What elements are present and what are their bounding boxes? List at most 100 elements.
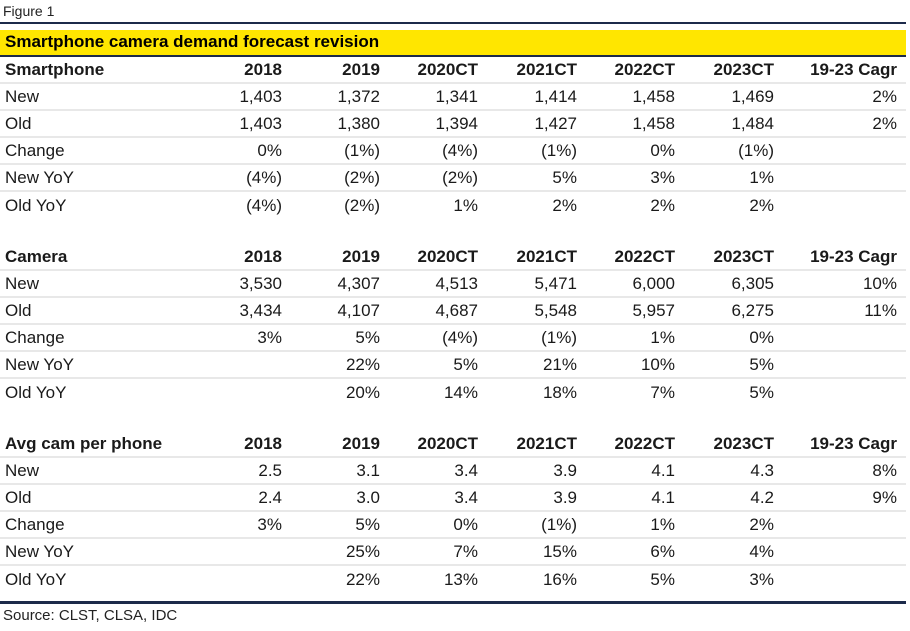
cell-col-cagr: 2% <box>872 86 897 106</box>
cell-col-2022ct: 1% <box>650 327 675 347</box>
cell-col-2021ct: (1%) <box>541 514 577 534</box>
header-col-2019: 2019 <box>342 433 380 453</box>
cell-col-2019: 1,372 <box>337 86 380 106</box>
cell-col-cagr: 10% <box>862 273 897 293</box>
cell-col-2020ct: 3.4 <box>454 487 478 507</box>
cell-col-2021ct: 1,414 <box>534 86 577 106</box>
section-gap <box>0 406 906 431</box>
cell-col-2022ct: 5% <box>650 569 675 589</box>
cell-col-2019: 20% <box>345 382 380 402</box>
cell-col-2020ct: 1% <box>453 195 478 215</box>
section-header-row: Camera 2018 2019 2020CT 2021CT 2022CT 2023CT 19… <box>0 244 906 271</box>
cell-col-2022ct: 2% <box>650 195 675 215</box>
cell-col-2021ct: 15% <box>542 541 577 561</box>
cell-col-2020ct: 5% <box>453 354 478 374</box>
cell-col-2020ct: 4,687 <box>435 300 478 320</box>
table-row: New YoY (4%) (2%) (2%) 5% 3% 1% <box>0 165 906 192</box>
cell-col-2021ct: 5,548 <box>534 300 577 320</box>
cell-col-2020ct: 4,513 <box>435 273 478 293</box>
cell-col-2023ct: 4.2 <box>750 487 774 507</box>
header-col-2020ct: 2020CT <box>417 246 478 266</box>
cell-col-2023ct: 6,275 <box>731 300 774 320</box>
cell-col-2018: 3,530 <box>239 273 282 293</box>
cell-col-cagr: 11% <box>864 300 897 320</box>
cell-col-2019: 5% <box>355 514 380 534</box>
cell-col-2018: 2.5 <box>258 460 282 480</box>
header-col-cagr: 19-23 Cagr <box>810 246 897 266</box>
cell-col-2023ct: 2% <box>749 514 774 534</box>
table-row: Old YoY 22% 13% 16% 5% 3% <box>0 566 906 593</box>
cell-col-2022ct: 1,458 <box>632 86 675 106</box>
cell-col-2021ct: 5% <box>552 167 577 187</box>
header-row-label: Camera <box>5 246 68 266</box>
cell-col-cagr: 8% <box>872 460 897 480</box>
table-row: Old 2.4 3.0 3.4 3.9 4.1 4.2 9% <box>0 485 906 512</box>
top-rule <box>0 22 906 24</box>
cell-col-2023ct: 4.3 <box>750 460 774 480</box>
table-row: Change 3% 5% 0% (1%) 1% 2% <box>0 512 906 539</box>
title-bar: Smartphone camera demand forecast revisi… <box>0 30 906 55</box>
cell-col-2019: 3.0 <box>356 487 380 507</box>
cell-row-label: Change <box>5 140 65 160</box>
cell-row-label: Change <box>5 514 65 534</box>
cell-row-label: New <box>5 86 40 106</box>
cell-row-label: Old <box>5 300 32 320</box>
cell-col-2020ct: 7% <box>453 541 478 561</box>
cell-col-2019: (1%) <box>344 140 380 160</box>
cell-col-2019: 4,307 <box>337 273 380 293</box>
cell-col-2018: 3% <box>257 327 282 347</box>
cell-col-2022ct: 3% <box>650 167 675 187</box>
header-col-2023ct: 2023CT <box>713 433 774 453</box>
cell-col-2021ct: 1,427 <box>534 113 577 133</box>
cell-col-2021ct: 5,471 <box>534 273 577 293</box>
header-col-2021ct: 2021CT <box>516 246 577 266</box>
cell-col-2020ct: 3.4 <box>454 460 478 480</box>
header-col-2022ct: 2022CT <box>614 433 675 453</box>
cell-col-2023ct: 0% <box>749 327 774 347</box>
table-row: New YoY 25% 7% 15% 6% 4% <box>0 539 906 566</box>
cell-col-2023ct: 1,484 <box>731 113 774 133</box>
table-row: New 1,403 1,372 1,341 1,414 1,458 1,469 2% <box>0 84 906 111</box>
cell-col-2021ct: 3.9 <box>553 487 577 507</box>
cell-col-2021ct: 3.9 <box>553 460 577 480</box>
cell-col-cagr: 2% <box>872 113 897 133</box>
table-row: Old 3,434 4,107 4,687 5,548 5,957 6,275 11% <box>0 298 906 325</box>
cell-col-2018: 2.4 <box>258 487 282 507</box>
cell-row-label: Old <box>5 113 32 133</box>
header-col-cagr: 19-23 Cagr <box>810 433 897 453</box>
cell-col-2023ct: 1% <box>749 167 774 187</box>
cell-col-2021ct: 18% <box>542 382 577 402</box>
cell-col-2019: 4,107 <box>337 300 380 320</box>
cell-col-2022ct: 6% <box>650 541 675 561</box>
header-col-2021ct: 2021CT <box>516 433 577 453</box>
cell-col-2021ct: (1%) <box>541 140 577 160</box>
cell-row-label: New YoY <box>5 541 74 561</box>
cell-col-2018: 1,403 <box>239 113 282 133</box>
cell-col-2023ct: 6,305 <box>731 273 774 293</box>
cell-col-2023ct: 1,469 <box>731 86 774 106</box>
section-header-row: Avg cam per phone 2018 2019 2020CT 2021CT 202… <box>0 431 906 458</box>
cell-col-2019: 22% <box>345 569 380 589</box>
table-row: Old YoY 20% 14% 18% 7% 5% <box>0 379 906 406</box>
table-row: New YoY 22% 5% 21% 10% 5% <box>0 352 906 379</box>
header-col-2022ct: 2022CT <box>614 246 675 266</box>
cell-col-2022ct: 1,458 <box>632 113 675 133</box>
cell-col-2023ct: 4% <box>749 541 774 561</box>
cell-row-label: New YoY <box>5 354 74 374</box>
table-row: Old 1,403 1,380 1,394 1,427 1,458 1,484 2% <box>0 111 906 138</box>
cell-col-2022ct: 7% <box>650 382 675 402</box>
cell-col-2023ct: 5% <box>749 354 774 374</box>
section-header-row: Smartphone 2018 2019 2020CT 2021CT 2022CT 2023… <box>0 57 906 84</box>
cell-row-label: New <box>5 460 40 480</box>
header-col-2023ct: 2023CT <box>713 246 774 266</box>
title-underline <box>0 55 906 57</box>
header-col-2021ct: 2021CT <box>516 59 577 79</box>
cell-col-2022ct: 0% <box>650 140 675 160</box>
cell-col-2019: (2%) <box>344 167 380 187</box>
cell-col-2022ct: 1% <box>650 514 675 534</box>
header-row-label: Smartphone <box>5 59 105 79</box>
cell-col-2018: 3,434 <box>239 300 282 320</box>
cell-col-2022ct: 4.1 <box>651 460 675 480</box>
table-row: New 3,530 4,307 4,513 5,471 6,000 6,305 10% <box>0 271 906 298</box>
bottom-rule <box>0 601 906 604</box>
